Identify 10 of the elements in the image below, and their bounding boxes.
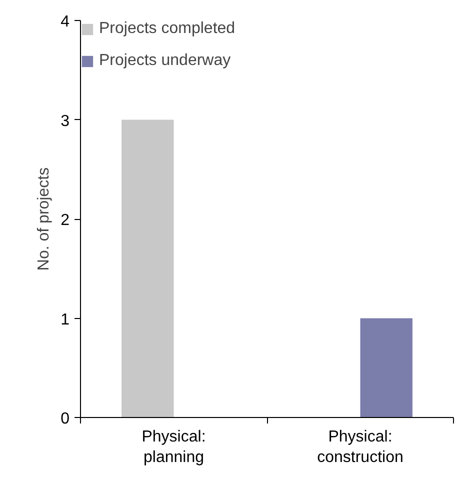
y-tick-label: 3 — [60, 112, 70, 130]
x-tick-label: Physical: construction — [317, 428, 404, 466]
y-tick-label: 1 — [60, 311, 70, 328]
legend-label: Projects underway — [99, 52, 231, 70]
x-tick-label: Physical: planning — [142, 428, 206, 466]
legend-label: Projects completed — [99, 20, 236, 38]
y-tick-label: 2 — [60, 212, 70, 229]
y-axis-title: No. of projects — [36, 167, 53, 271]
y-tick-label: 0 — [60, 410, 70, 428]
y-tick-label: 4 — [60, 14, 70, 30]
